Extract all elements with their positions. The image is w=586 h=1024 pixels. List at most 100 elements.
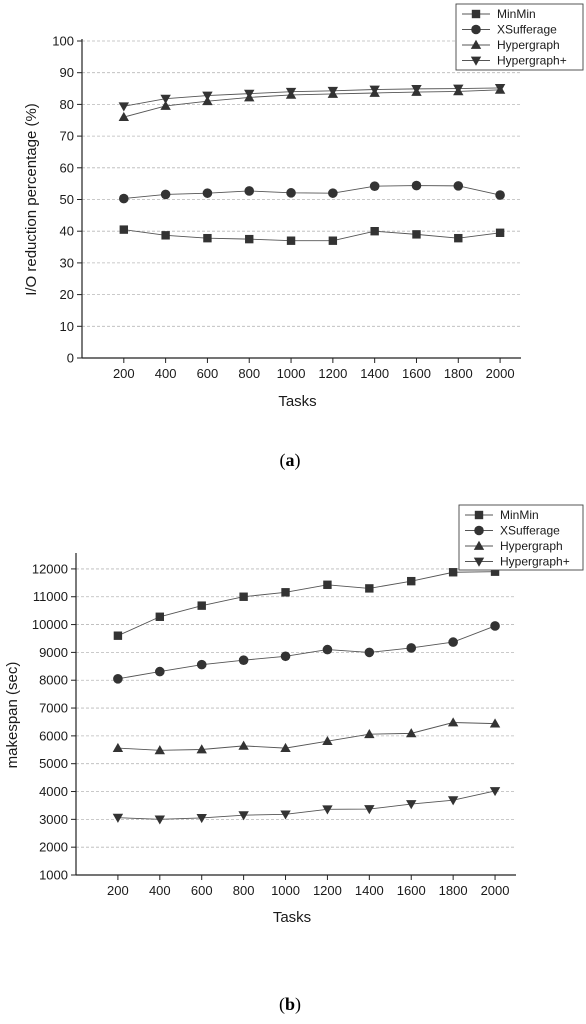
- data-point: [118, 102, 130, 112]
- y-tick-label: 40: [60, 224, 74, 239]
- data-point: [406, 643, 417, 653]
- y-tick-label: 70: [60, 129, 74, 144]
- y-tick-label: 100: [52, 34, 74, 49]
- data-point: [327, 86, 339, 96]
- chart-panel-b: 1000 2000 3000 4000 5000 6000 7000 8000 9000 1000…: [4, 504, 584, 1015]
- data-point: [448, 568, 458, 577]
- x-axis-title: Tasks: [278, 393, 316, 410]
- data-point: [411, 180, 422, 191]
- data-point: [238, 655, 249, 665]
- legend-marker: [470, 56, 482, 66]
- x-tick-label: 1600: [397, 883, 426, 898]
- y-tick-label: 1000: [39, 868, 68, 883]
- data-point: [453, 181, 464, 191]
- data-point: [406, 800, 417, 810]
- data-point: [203, 233, 212, 243]
- x-tick-label: 1400: [360, 366, 389, 381]
- chart-panel-a: 0 10 20 30 40 50 60 70 80 90 100 200 400 600 800 1000 12…: [23, 3, 584, 471]
- x-tick-label: 1600: [402, 366, 431, 381]
- x-tick-label: 1400: [355, 883, 384, 898]
- data-point: [238, 740, 249, 750]
- legend-entry: MinMin: [497, 7, 536, 21]
- series-line: [117, 790, 496, 820]
- data-point: [154, 745, 166, 755]
- data-point: [196, 659, 207, 670]
- data-point: [280, 810, 291, 820]
- y-tick-label: 0: [67, 351, 74, 366]
- data-point: [238, 811, 249, 821]
- legend-entry: Hypergraph+: [500, 555, 570, 569]
- y-axis-title: I/O reduction percentage (%): [23, 103, 40, 296]
- data-point: [369, 181, 380, 191]
- data-point: [285, 87, 297, 97]
- series-xsufferage: [119, 180, 505, 204]
- data-point: [160, 100, 171, 110]
- data-point: [490, 567, 500, 576]
- data-point: [244, 186, 255, 196]
- y-tick-label: 3000: [39, 812, 68, 827]
- y-tick-label: 90: [60, 65, 74, 80]
- data-point: [113, 674, 123, 684]
- x-tick-label: 1000: [277, 366, 306, 381]
- data-point: [112, 742, 124, 753]
- y-tick-label: 2000: [39, 840, 68, 855]
- data-point: [113, 631, 123, 640]
- x-tick-label: 400: [149, 883, 171, 898]
- series-hypergraph-plus: [118, 84, 506, 112]
- x-tick-label: 800: [238, 366, 260, 381]
- panel-caption: (b): [279, 994, 301, 1015]
- series-line: [117, 722, 496, 751]
- data-point: [202, 188, 213, 198]
- data-point: [489, 718, 501, 728]
- legend-marker: [471, 24, 481, 35]
- data-point: [280, 742, 291, 753]
- legend-marker: [470, 39, 482, 49]
- data-point: [160, 189, 171, 200]
- data-point: [412, 230, 421, 239]
- series-hypergraph: [118, 84, 506, 121]
- data-point: [490, 621, 500, 631]
- legend-entry: XSufferage: [497, 23, 557, 37]
- x-tick-label: 1800: [439, 883, 468, 898]
- data-point: [448, 637, 458, 647]
- y-tick-label: 30: [60, 255, 74, 270]
- data-point: [197, 601, 206, 610]
- data-point: [494, 84, 506, 94]
- x-tick-label: 1000: [271, 883, 300, 898]
- data-point: [364, 729, 375, 739]
- data-point: [411, 84, 422, 95]
- data-point: [244, 89, 255, 99]
- data-point: [322, 735, 333, 746]
- x-tick-label: 1200: [318, 366, 347, 381]
- y-tick-label: 50: [60, 192, 74, 207]
- x-tick-label: 400: [155, 366, 177, 381]
- data-point: [281, 588, 290, 597]
- x-tick-label: 2000: [486, 366, 515, 381]
- y-tick-label: 7000: [39, 701, 68, 716]
- data-point: [495, 228, 505, 237]
- y-tick-label: 8000: [39, 673, 68, 688]
- panel-caption-letter: a: [286, 450, 295, 470]
- data-point: [489, 787, 501, 797]
- series-line: [123, 229, 501, 242]
- legend-marker: [474, 510, 484, 520]
- y-tick-label: 11000: [33, 589, 68, 604]
- y-tick-label: 10: [60, 319, 74, 334]
- y-tick-label: 9000: [39, 645, 68, 660]
- data-point: [406, 728, 417, 738]
- panel-caption: (a): [280, 450, 301, 471]
- data-point: [119, 225, 129, 234]
- data-point: [118, 111, 130, 121]
- data-point: [202, 91, 213, 101]
- legend-entry: Hypergraph+: [497, 54, 567, 68]
- data-point: [454, 233, 463, 243]
- legend-entry: Hypergraph: [497, 38, 560, 52]
- data-point: [364, 647, 375, 658]
- panel-caption-letter: b: [285, 994, 295, 1014]
- x-tick-label: 600: [197, 366, 219, 381]
- series-xsufferage: [113, 621, 500, 684]
- series-hypergraph: [112, 717, 501, 755]
